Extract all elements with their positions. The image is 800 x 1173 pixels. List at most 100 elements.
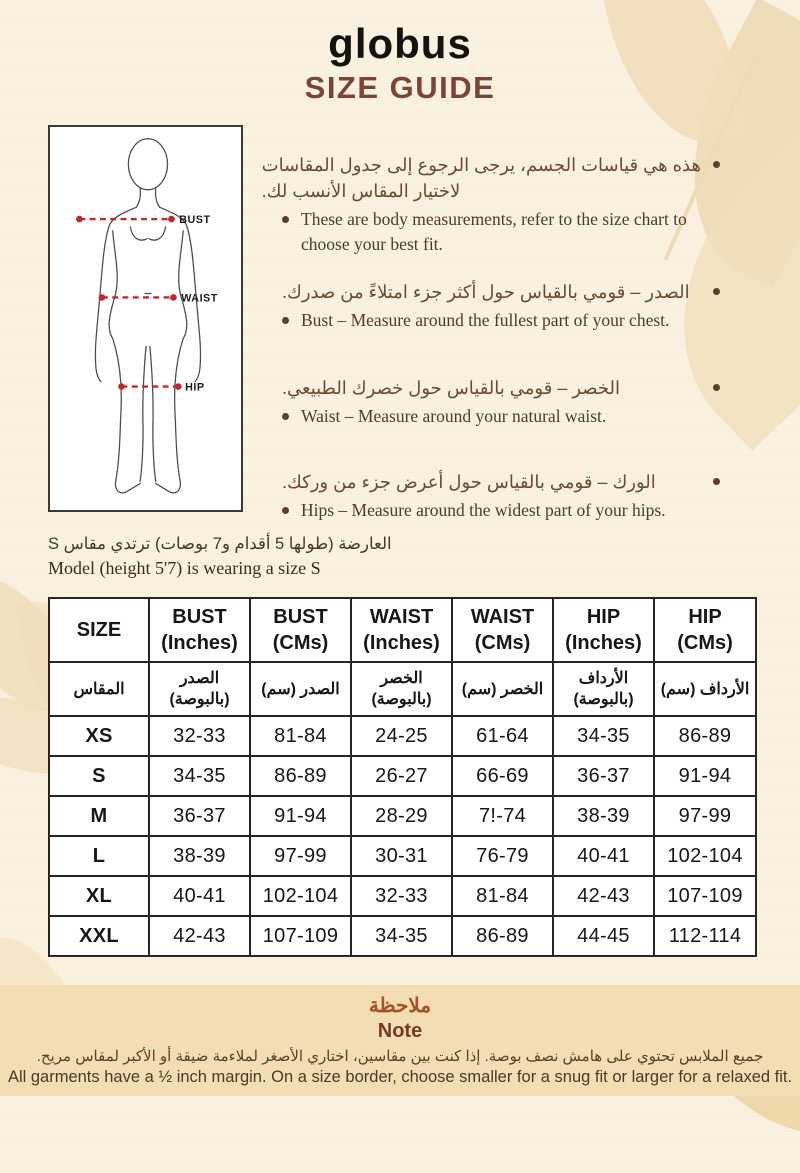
header-cell: HIP (Inches)	[552, 597, 655, 663]
header-cell: WAIST (Inches)	[350, 597, 453, 663]
measurement-cell: 34-35	[350, 915, 453, 957]
measurement-cell: 40-41	[148, 875, 251, 917]
measurement-cell: 38-39	[552, 795, 655, 837]
bullet-dot-icon	[713, 384, 720, 391]
table-row: M 36-37 91-94 28-29 7!-74 38-39 97-99	[48, 795, 757, 837]
bullet-groups: هذه هي قياسات الجسم، يرجى الرجوع إلى جدو…	[262, 152, 720, 545]
note-heading-ar: ملاحظة	[368, 995, 432, 1017]
table-row: XL 40-41 102-104 32-33 81-84 42-43 107-109	[48, 875, 757, 917]
measurement-cell: 112-114	[653, 915, 757, 957]
bullet-dot-icon	[282, 413, 289, 420]
measurement-cell: 107-109	[249, 915, 352, 957]
header-cell: الخصر (بالبوصة)	[350, 661, 453, 717]
measurement-cell: 91-94	[249, 795, 352, 837]
measurement-cell: 36-37	[552, 755, 655, 797]
bullet-text: هذه هي قياسات الجسم، يرجى الرجوع إلى جدو…	[261, 155, 701, 201]
measurement-cell: 66-69	[451, 755, 554, 797]
bullet-group: الخصر – قومي بالقياس حول خصرك الطبيعي. Wa…	[282, 375, 720, 429]
bullet-text: الخصر – قومي بالقياس حول خصرك الطبيعي.	[282, 378, 620, 398]
brand-logo: globus	[328, 20, 472, 67]
bullet-item-ar: الصدر – قومي بالقياس حول أكثر جزء امتلاء…	[282, 279, 720, 305]
header: globus SIZE GUIDE	[0, 20, 800, 106]
size-cell: XXL	[48, 915, 150, 957]
page-title: SIZE GUIDE	[304, 70, 496, 105]
measurement-cell: 81-84	[451, 875, 554, 917]
header-cell: HIP (CMs)	[653, 597, 757, 663]
size-cell: M	[48, 795, 150, 837]
measurement-cell: 61-64	[451, 715, 554, 757]
header-cell: BUST (Inches)	[148, 597, 251, 663]
model-note: العارضة (طولها 5 أقدام و7 بوصات) ترتدي م…	[48, 533, 488, 580]
bullet-text: Bust – Measure around the fullest part o…	[301, 310, 670, 330]
measurement-cell: 36-37	[148, 795, 251, 837]
size-cell: S	[48, 755, 150, 797]
bullet-text: Hips – Measure around the widest part of…	[301, 500, 666, 520]
measurement-cell: 102-104	[653, 835, 757, 877]
model-note-ar: العارضة (طولها 5 أقدام و7 بوصات) ترتدي م…	[48, 535, 392, 553]
waist-label: WAIST	[181, 292, 218, 304]
size-cell: XL	[48, 875, 150, 917]
measurement-cell: 107-109	[653, 875, 757, 917]
bullet-item-en: Bust – Measure around the fullest part o…	[282, 308, 720, 333]
bullet-item-en: Hips – Measure around the widest part of…	[282, 498, 720, 523]
measurement-cell: 30-31	[350, 835, 453, 877]
measurement-cell: 34-35	[148, 755, 251, 797]
measurement-cell: 102-104	[249, 875, 352, 917]
measurement-cell: 42-43	[552, 875, 655, 917]
note-text-ar: جميع الملابس تحتوي على هامش نصف بوصة. إذ…	[36, 1048, 764, 1065]
measurement-cell: 76-79	[451, 835, 554, 877]
bullet-dot-icon	[282, 216, 289, 223]
table-row: XXL 42-43 107-109 34-35 86-89 44-45 112-114	[48, 915, 757, 957]
table-row: S 34-35 86-89 26-27 66-69 36-37 91-94	[48, 755, 757, 797]
measurement-cell: 28-29	[350, 795, 453, 837]
measurement-cell: 40-41	[552, 835, 655, 877]
measurement-cell: 24-25	[350, 715, 453, 757]
footer-note: ملاحظة Note جميع الملابس تحتوي على هامش …	[0, 985, 800, 1096]
size-cell: XS	[48, 715, 150, 757]
measurement-cell: 32-33	[350, 875, 453, 917]
hip-label: HIP	[185, 381, 204, 393]
measurement-cell: 44-45	[552, 915, 655, 957]
bullet-text: These are body measurements, refer to th…	[301, 209, 687, 254]
measurement-cell: 86-89	[451, 915, 554, 957]
header-cell: WAIST (CMs)	[451, 597, 554, 663]
bullet-group: الورك – قومي بالقياس حول أعرض جزء من ورك…	[282, 469, 720, 523]
measurement-cell: 97-99	[249, 835, 352, 877]
bullet-item-ar: هذه هي قياسات الجسم، يرجى الرجوع إلى جدو…	[262, 152, 720, 204]
measurement-cell: 81-84	[249, 715, 352, 757]
bullet-dot-icon	[713, 161, 720, 168]
measurement-cell: 97-99	[653, 795, 757, 837]
bullet-item-en: Waist – Measure around your natural wais…	[282, 404, 720, 429]
table-row: SIZE BUST (Inches) BUST (CMs) WAIST (Inches) WA…	[48, 597, 757, 663]
bullet-group: الصدر – قومي بالقياس حول أكثر جزء امتلاء…	[282, 279, 720, 333]
bullet-item-en: These are body measurements, refer to th…	[282, 207, 720, 257]
measurement-cell: 86-89	[249, 755, 352, 797]
size-cell: L	[48, 835, 150, 877]
header-cell: الخصر (سم)	[451, 661, 554, 717]
header-cell: SIZE	[48, 597, 150, 663]
body-figure-illustration: BUST WAIST HIP	[76, 138, 218, 494]
measurement-cell: 26-27	[350, 755, 453, 797]
measurement-cell: 7!-74	[451, 795, 554, 837]
bullet-dot-icon	[282, 507, 289, 514]
measurement-cell: 91-94	[653, 755, 757, 797]
measurement-cell: 34-35	[552, 715, 655, 757]
measurement-cell: 32-33	[148, 715, 251, 757]
body-measurement-figure: BUST WAIST HIP	[48, 125, 243, 512]
bullet-dot-icon	[713, 478, 720, 485]
bullet-group: هذه هي قياسات الجسم، يرجى الرجوع إلى جدو…	[262, 152, 720, 257]
bullet-dot-icon	[282, 317, 289, 324]
header-cell: BUST (CMs)	[249, 597, 352, 663]
header-cell: الأرداف (سم)	[653, 661, 757, 717]
measurement-cell: 86-89	[653, 715, 757, 757]
bullet-dot-icon	[713, 288, 720, 295]
model-note-en: Model (height 5'7) is wearing a size S	[48, 558, 321, 578]
header-cell: الصدر (بالبوصة)	[148, 661, 251, 717]
bullet-item-ar: الخصر – قومي بالقياس حول خصرك الطبيعي.	[282, 375, 720, 401]
table-row: المقاس الصدر (بالبوصة) الصدر (سم) الخصر (بالب…	[48, 661, 757, 717]
size-chart-table: SIZE BUST (Inches) BUST (CMs) WAIST (Inches) WA…	[48, 597, 757, 957]
header-cell: المقاس	[48, 661, 150, 717]
header-cell: الصدر (سم)	[249, 661, 352, 717]
bullet-text: الورك – قومي بالقياس حول أعرض جزء من ورك…	[282, 472, 656, 492]
